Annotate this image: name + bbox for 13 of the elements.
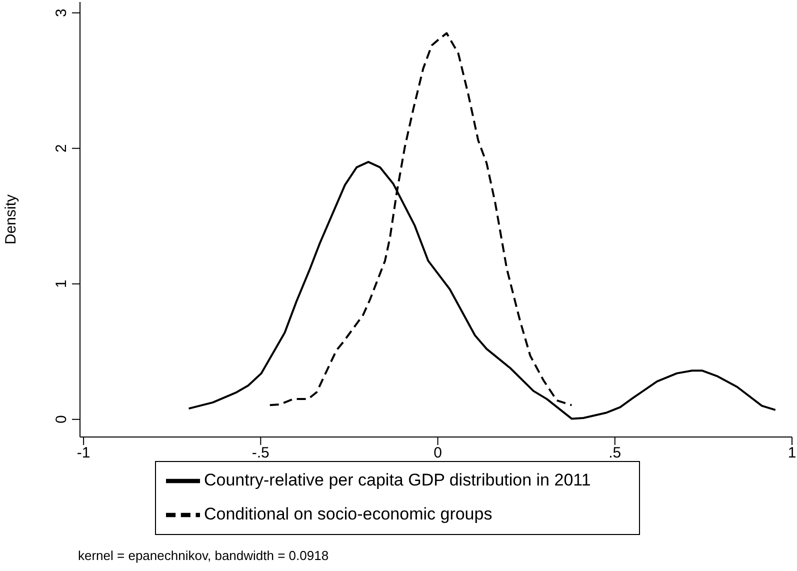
- x-tick-label: -.5: [252, 444, 270, 462]
- y-tick-label: 3: [53, 8, 70, 18]
- x-tick-label: 1: [788, 444, 796, 462]
- y-tick-label: 0: [53, 415, 70, 424]
- y-tick-label: 1: [53, 280, 70, 288]
- y-axis-title: Density: [2, 194, 20, 245]
- y-tick-label: 2: [53, 144, 70, 153]
- x-tick-label: 0: [434, 444, 442, 462]
- legend-label: Country-relative per capita GDP distribution in 2011: [204, 470, 591, 490]
- legend-label: Conditional on socio-economic groups: [204, 504, 492, 524]
- x-tick-label: .5: [608, 444, 622, 462]
- text: kernel = epanechnikov, bandwidth = 0.0918: [78, 548, 329, 563]
- x-tick-label: -1: [76, 444, 90, 462]
